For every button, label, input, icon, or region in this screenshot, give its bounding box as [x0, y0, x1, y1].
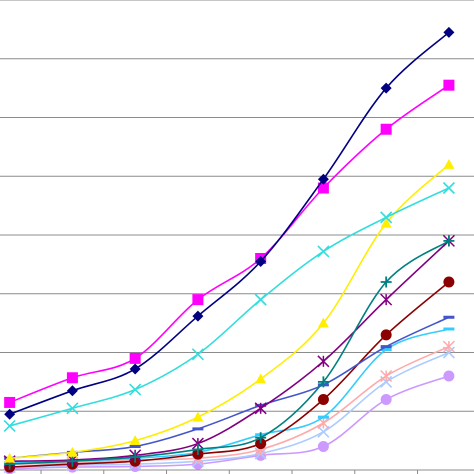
data-point-x-stroke — [3, 419, 16, 433]
data-point-diamond — [255, 255, 267, 267]
data-point-x — [254, 293, 267, 306]
data-point-square — [4, 396, 16, 408]
data-point-x — [191, 348, 204, 361]
data-point-star — [317, 355, 330, 368]
data-point-x-stroke — [254, 293, 267, 306]
data-point-x-stroke — [442, 181, 455, 195]
data-point-x — [66, 402, 79, 415]
data-point-plus — [255, 432, 267, 444]
data-point-triangle — [255, 373, 267, 384]
axes — [0, 469, 474, 474]
data-point-x — [442, 181, 455, 195]
data-point-triangle — [317, 317, 329, 328]
series-path — [9, 187, 450, 427]
data-point-diamond — [443, 26, 455, 38]
data-point-diamond — [192, 310, 204, 322]
data-point-dash — [443, 327, 455, 331]
data-point-x-stroke — [442, 346, 455, 359]
data-point-square — [66, 372, 78, 384]
series-line — [4, 26, 455, 420]
data-point-x-stroke — [129, 383, 142, 396]
data-point-star — [442, 340, 455, 353]
data-point-x — [3, 419, 16, 433]
data-point-square — [443, 79, 455, 91]
data-point-circle — [443, 370, 455, 382]
data-point-x — [380, 211, 393, 224]
series-line — [3, 181, 455, 433]
data-point-triangle — [66, 446, 78, 457]
series-path — [9, 31, 450, 415]
series-path — [9, 163, 450, 460]
data-point-triangle — [443, 159, 455, 169]
data-point-x-stroke — [191, 348, 204, 361]
data-point-square — [317, 182, 329, 194]
data-point-circle — [443, 276, 455, 288]
data-point-circle — [317, 441, 329, 452]
data-point-circle — [317, 394, 329, 405]
data-point-dash — [380, 348, 392, 352]
grid-lines — [0, 0, 474, 412]
series-line — [4, 235, 455, 470]
data-point-square — [192, 294, 204, 306]
data-point-dash — [317, 415, 329, 419]
data-point-square — [380, 123, 392, 135]
data-point-dash — [129, 445, 141, 448]
data-point-circle — [380, 329, 392, 341]
series-line — [4, 159, 455, 463]
data-point-triangle — [4, 452, 16, 463]
data-point-plus — [66, 455, 78, 467]
data-point-plus — [443, 235, 455, 247]
data-point-circle — [255, 438, 267, 450]
data-point-plus — [380, 276, 392, 288]
data-point-x — [317, 245, 330, 258]
data-point-triangle — [129, 435, 141, 446]
series-path — [9, 240, 450, 465]
data-point-circle — [380, 394, 392, 405]
data-point-dash — [443, 315, 455, 319]
data-point-x-stroke — [317, 425, 330, 438]
data-point-star — [254, 402, 267, 415]
data-point-star — [380, 293, 393, 306]
data-point-star — [380, 369, 393, 383]
data-point-plus — [317, 376, 329, 388]
data-point-x-stroke — [66, 402, 79, 415]
data-point-dash — [192, 427, 204, 431]
data-point-x — [129, 383, 142, 396]
series-layer — [3, 26, 455, 474]
data-point-x-stroke — [380, 211, 393, 224]
data-point-diamond — [317, 173, 329, 185]
data-point-triangle — [192, 411, 204, 422]
data-point-diamond — [380, 82, 392, 94]
data-point-x — [317, 425, 330, 438]
data-point-plus — [192, 443, 204, 455]
data-point-plus — [129, 451, 141, 463]
data-point-diamond — [4, 408, 16, 420]
data-point-diamond — [66, 385, 78, 397]
data-point-diamond — [129, 363, 141, 375]
data-point-square — [129, 352, 141, 364]
series-line — [4, 79, 455, 408]
series-path — [9, 351, 450, 468]
data-point-dash — [380, 345, 392, 349]
data-point-x-stroke — [380, 375, 393, 388]
data-point-triangle — [380, 217, 392, 228]
data-point-x-stroke — [317, 245, 330, 258]
series-path — [9, 84, 450, 404]
